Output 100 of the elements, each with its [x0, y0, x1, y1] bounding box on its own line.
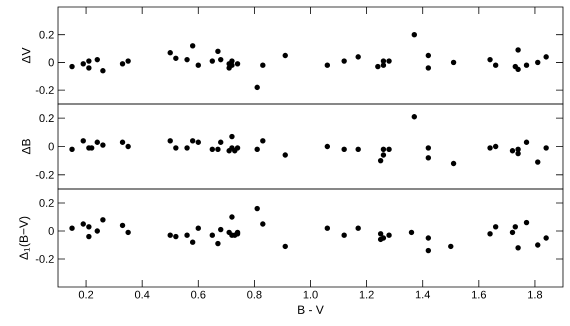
point [487, 145, 493, 151]
x-tick-label: 1.6 [472, 290, 486, 299]
point [125, 230, 131, 236]
point [355, 146, 361, 152]
point [196, 225, 201, 231]
x-tick-label: 1.0 [304, 290, 318, 299]
y-tick-label: -0.2 [36, 86, 54, 94]
point [492, 62, 498, 68]
point [196, 62, 201, 68]
point [80, 61, 86, 67]
x-tick-label: 1.4 [416, 290, 430, 298]
point [94, 228, 100, 234]
point [210, 58, 216, 64]
point [450, 60, 456, 66]
point [120, 140, 126, 145]
point [380, 152, 386, 158]
point [234, 61, 240, 67]
point [94, 56, 100, 62]
point [510, 148, 516, 154]
point [386, 58, 392, 64]
y-tick-label: 0.2 [39, 114, 54, 122]
point [215, 146, 221, 152]
point [355, 54, 361, 60]
point [168, 232, 173, 238]
point [543, 54, 549, 60]
point [386, 232, 392, 238]
point [120, 61, 126, 67]
point [215, 240, 221, 246]
y-tick-label: -0.2 [36, 170, 54, 179]
point [120, 222, 126, 228]
point [254, 146, 260, 152]
point [100, 142, 106, 148]
point [378, 158, 384, 164]
point [86, 58, 92, 64]
point [69, 225, 75, 231]
point [260, 138, 266, 144]
x-tick-label: 1.2 [360, 290, 374, 298]
point [168, 50, 173, 56]
point [173, 234, 179, 240]
point [190, 43, 196, 48]
y-tick-label: 0 [48, 58, 54, 66]
point [355, 225, 361, 231]
point [492, 224, 498, 230]
point [450, 160, 456, 166]
point [210, 146, 216, 152]
point [173, 56, 179, 61]
point [524, 140, 530, 145]
point [380, 235, 386, 241]
point [543, 145, 549, 151]
point [426, 235, 432, 241]
x-tick-label: 0.8 [247, 290, 262, 299]
point [218, 140, 224, 145]
point [100, 68, 106, 74]
point [515, 245, 521, 250]
point [282, 244, 288, 250]
x-tick-label: 0.6 [191, 290, 206, 299]
point [173, 145, 179, 151]
point [426, 155, 432, 161]
point [184, 56, 190, 62]
point [168, 138, 173, 144]
y-axis-title: ΔV [22, 48, 30, 64]
point [386, 146, 392, 152]
point [408, 230, 414, 236]
point [229, 214, 235, 220]
point [190, 239, 196, 245]
point [324, 62, 330, 68]
point [218, 226, 224, 232]
point [515, 66, 521, 72]
point [234, 145, 240, 151]
point [378, 231, 384, 236]
point [426, 65, 432, 71]
point [196, 140, 201, 145]
point [510, 230, 516, 236]
x-tick-label: 1.8 [528, 290, 542, 299]
point [100, 217, 106, 222]
point [260, 221, 266, 227]
point [229, 134, 235, 140]
point [94, 140, 100, 145]
x-tick-label: 0.4 [134, 290, 150, 299]
point [341, 232, 347, 238]
point [380, 146, 386, 152]
point [218, 56, 224, 62]
point [184, 232, 190, 238]
point [125, 58, 131, 64]
point [412, 114, 417, 120]
point [184, 145, 190, 151]
y-tick-label: 0 [48, 227, 54, 235]
point [448, 244, 454, 250]
point [80, 221, 86, 227]
point [86, 224, 92, 230]
point [426, 52, 432, 58]
point [524, 220, 530, 226]
point [492, 144, 498, 150]
point [524, 62, 530, 68]
y-tick-label: 0.2 [39, 30, 54, 39]
point [215, 48, 221, 54]
point [254, 206, 260, 212]
point [80, 138, 86, 144]
point [254, 84, 260, 90]
y-axis-title: Δ$_{1}$(B−V) [19, 216, 30, 260]
